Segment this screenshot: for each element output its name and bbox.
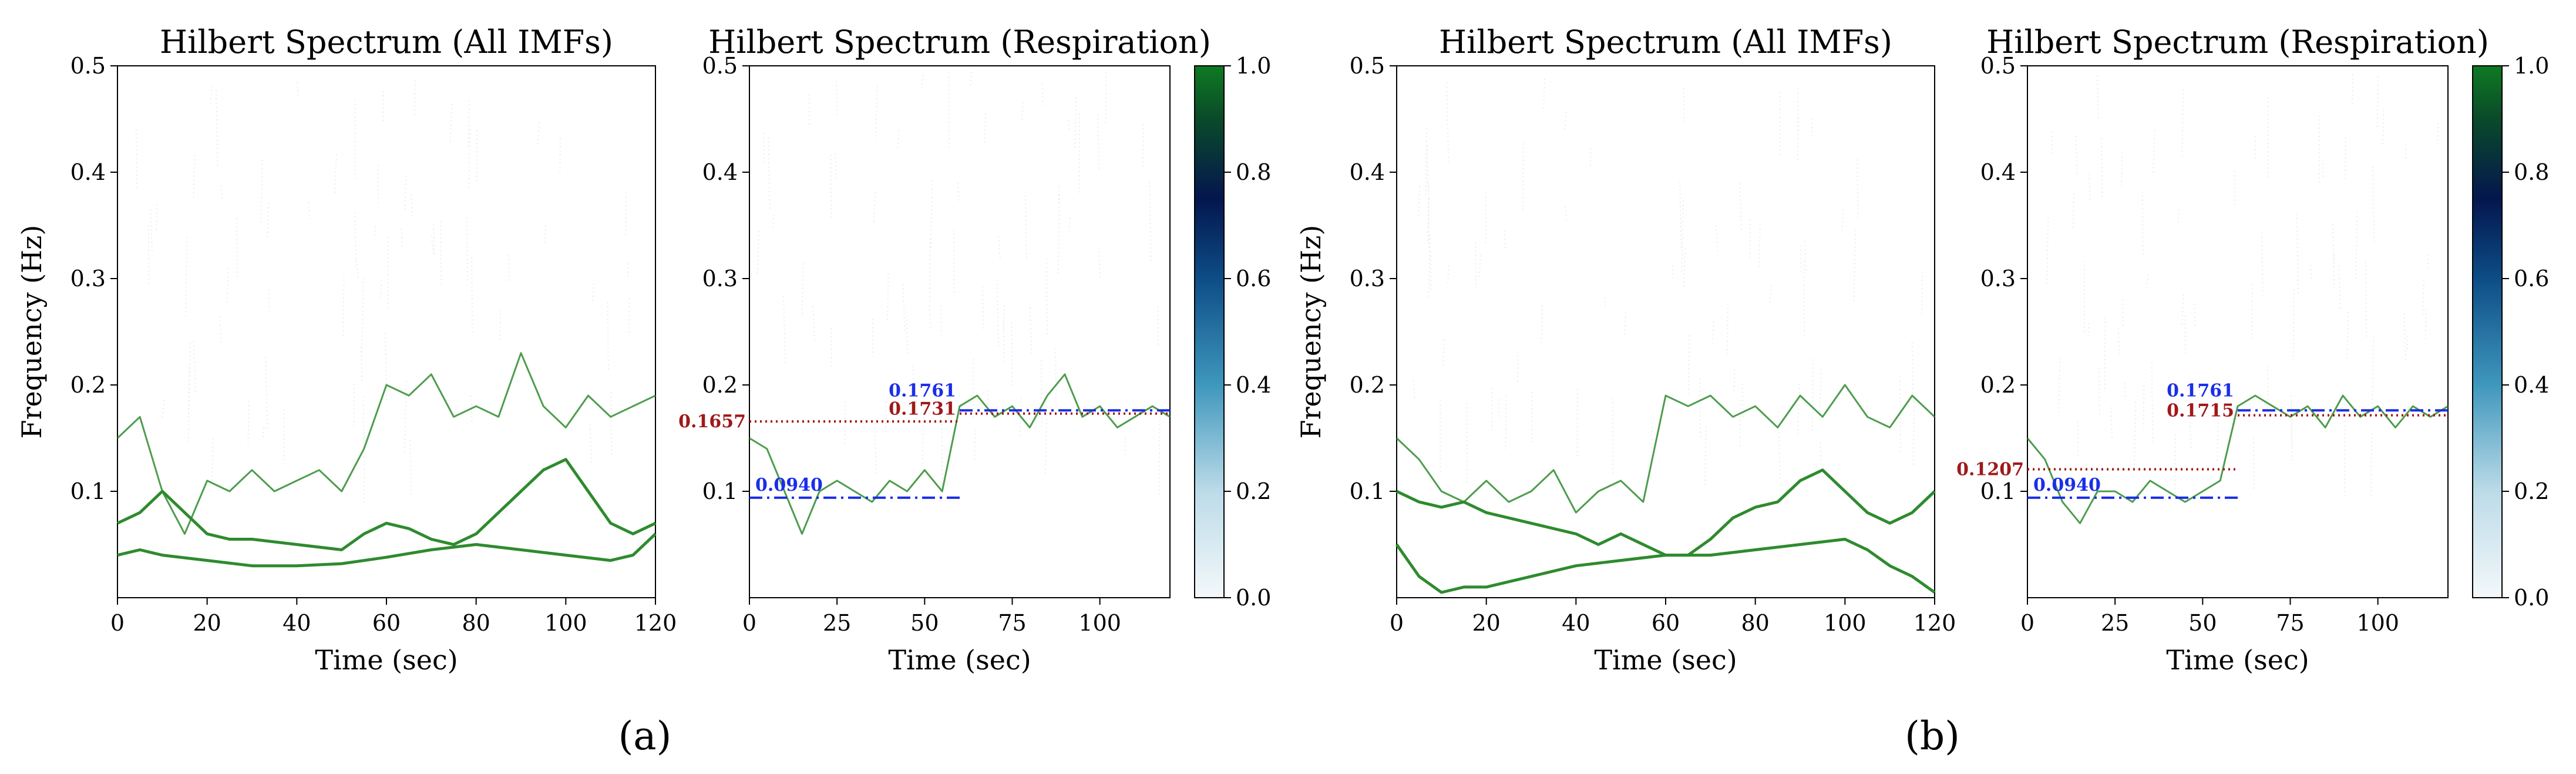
hline-label: 0.1761 (2167, 380, 2234, 401)
x-tick-label: 120 (634, 610, 677, 636)
subfigure-label-a: (a) (618, 713, 672, 759)
y-tick-label: 0.5 (1350, 53, 1385, 79)
x-tick-label: 120 (1913, 610, 1956, 636)
chart-title: Hilbert Spectrum (All IMFs) (1439, 24, 1892, 61)
hline-label: 0.0940 (2033, 475, 2101, 495)
y-tick-label: 0.1 (70, 478, 106, 504)
x-tick-label: 20 (1472, 610, 1500, 636)
colorbar-scale (2473, 66, 2502, 598)
plot-area (117, 66, 655, 598)
plot-area (1397, 66, 1935, 598)
x-tick-label: 0 (1390, 610, 1404, 636)
chart-panel-3: Hilbert Spectrum (All IMFs) 0 20 40 60 80 100 1… (1295, 24, 1956, 676)
x-tick-label: 100 (1078, 610, 1121, 636)
y-tick-label: 0.5 (70, 53, 106, 79)
y-tick-label: 0.5 (702, 53, 738, 79)
plot-area (2027, 66, 2448, 598)
x-tick-label: 20 (193, 610, 221, 636)
y-tick-label: 0.2 (1980, 372, 2016, 398)
chart-title: Hilbert Spectrum (All IMFs) (160, 24, 613, 61)
colorbar-tick-label: 0.0 (1236, 585, 1271, 611)
y-tick-label: 0.3 (702, 266, 738, 291)
y-tick-label: 0.1 (702, 478, 738, 504)
x-tick-label: 40 (283, 610, 311, 636)
colorbar-tick-label: 1.0 (1236, 53, 1271, 79)
x-tick-label: 60 (372, 610, 401, 636)
x-tick-label: 75 (998, 610, 1026, 636)
y-tick-label: 0.2 (70, 372, 106, 398)
hline-label: 0.1657 (678, 411, 746, 432)
colorbar: 0.0 0.2 0.4 0.6 0.8 1.0 (2473, 53, 2549, 611)
hline-label: 0.1761 (889, 380, 956, 401)
y-tick-label: 0.3 (70, 266, 106, 291)
x-tick-label: 100 (1824, 610, 1867, 636)
x-axis-label: Time (sec) (2166, 644, 2309, 676)
x-tick-label: 50 (2188, 610, 2217, 636)
colorbar-tick-label: 0.6 (2514, 266, 2549, 291)
y-tick-label: 0.1 (1350, 478, 1385, 504)
hline-label: 0.1715 (2167, 401, 2234, 421)
x-tick-label: 50 (910, 610, 939, 636)
colorbar-tick-label: 0.0 (2514, 585, 2549, 611)
x-tick-label: 25 (823, 610, 851, 636)
x-axis-label: Time (sec) (1594, 644, 1737, 676)
x-tick-label: 0 (2020, 610, 2034, 636)
colorbar-tick-label: 0.8 (2514, 159, 2549, 185)
chart-panel-2: Hilbert Spectrum (Respiration) 0 25 50 75 100… (678, 24, 1271, 676)
x-axis-label: Time (sec) (888, 644, 1031, 676)
chart-panel-4: Hilbert Spectrum (Respiration) 0 25 50 75 100… (1956, 24, 2549, 676)
y-tick-label: 0.1 (1980, 478, 2016, 504)
colorbar: 0.0 0.2 0.4 0.6 0.8 1.0 (1195, 53, 1271, 611)
x-tick-label: 25 (2101, 610, 2129, 636)
y-axis-label: Frequency (Hz) (1295, 225, 1327, 439)
chart-panel-1: Hilbert Spectrum (All IMFs) 0 20 40 60 80 100 1… (16, 24, 677, 676)
x-tick-label: 0 (110, 610, 125, 636)
y-tick-label: 0.4 (702, 159, 738, 185)
x-axis-label: Time (sec) (315, 644, 458, 676)
hline-label: 0.0940 (755, 475, 823, 495)
y-tick-label: 0.5 (1980, 53, 2016, 79)
x-tick-label: 75 (2276, 610, 2304, 636)
y-tick-label: 0.4 (1980, 159, 2016, 185)
panels: Hilbert Spectrum (All IMFs) 0 20 40 60 80 100 1… (16, 24, 2549, 676)
x-tick-label: 100 (544, 610, 587, 636)
chart-title: Hilbert Spectrum (Respiration) (708, 24, 1211, 61)
y-tick-label: 0.3 (1980, 266, 2016, 291)
y-axis-label: Frequency (Hz) (16, 225, 48, 439)
hline-label: 0.1207 (1956, 460, 2024, 480)
colorbar-tick-label: 0.2 (1236, 478, 1271, 504)
colorbar-tick-label: 0.2 (2514, 478, 2549, 504)
y-tick-label: 0.2 (1350, 372, 1385, 398)
x-tick-label: 80 (462, 610, 490, 636)
colorbar-scale (1195, 66, 1224, 598)
colorbar-tick-label: 0.4 (2514, 372, 2549, 398)
x-tick-label: 40 (1562, 610, 1590, 636)
x-tick-label: 100 (2356, 610, 2399, 636)
plot-area (749, 66, 1170, 598)
y-tick-label: 0.3 (1350, 266, 1385, 291)
colorbar-tick-label: 0.4 (1236, 372, 1271, 398)
x-tick-label: 60 (1652, 610, 1680, 636)
y-tick-label: 0.4 (70, 159, 106, 185)
subfigure-label-b: (b) (1905, 713, 1960, 759)
y-tick-label: 0.2 (702, 372, 738, 398)
chart-title: Hilbert Spectrum (Respiration) (1986, 24, 2489, 61)
x-tick-label: 80 (1741, 610, 1769, 636)
colorbar-tick-label: 0.8 (1236, 159, 1271, 185)
colorbar-tick-label: 0.6 (1236, 266, 1271, 291)
colorbar-tick-label: 1.0 (2514, 53, 2549, 79)
hline-label: 0.1731 (889, 399, 956, 420)
y-tick-label: 0.4 (1350, 159, 1385, 185)
x-tick-label: 0 (742, 610, 756, 636)
